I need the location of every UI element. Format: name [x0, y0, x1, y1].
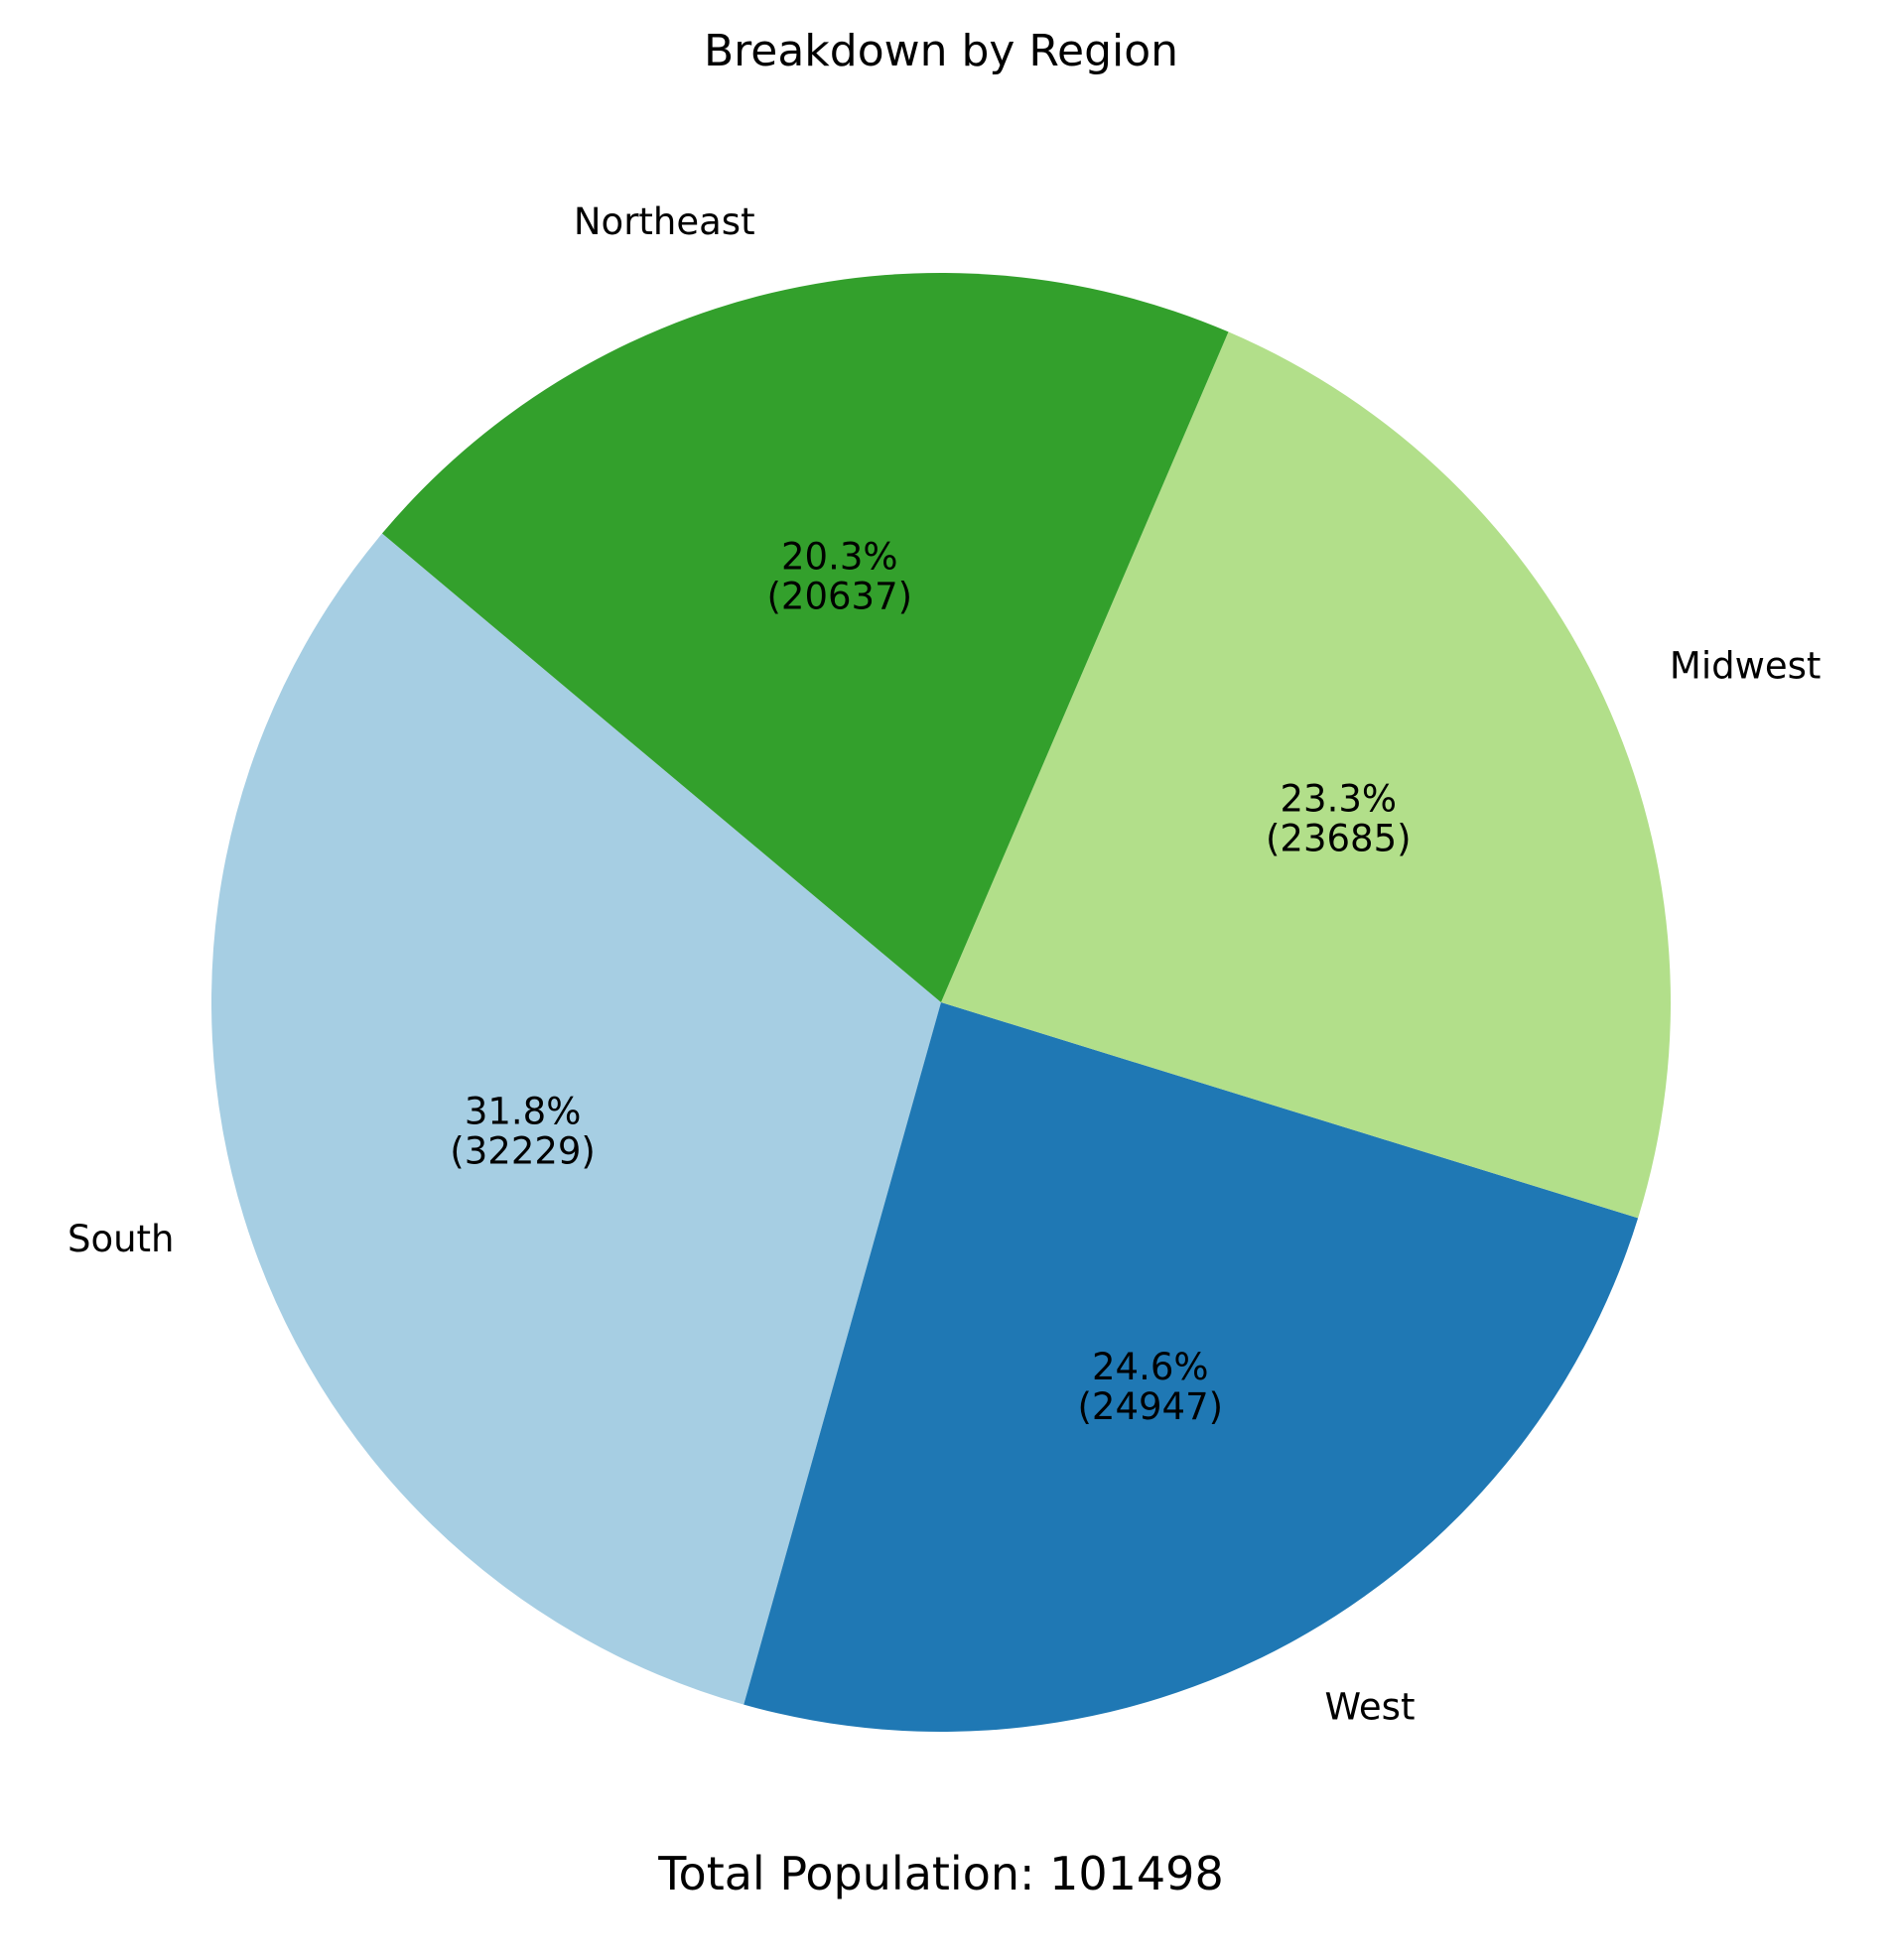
- chart-title: Breakdown by Region: [704, 26, 1178, 76]
- pie-slices: [211, 273, 1671, 1732]
- pie-slice-south: [211, 533, 942, 1705]
- slice-value-midwest: (23685): [1266, 818, 1412, 860]
- slice-percent-northeast: 20.3%: [781, 536, 898, 579]
- slice-label-northeast: Northeast: [574, 200, 755, 243]
- slice-percent-west: 24.6%: [1092, 1346, 1209, 1388]
- pie-slice-west: [744, 1002, 1639, 1732]
- pie-slice-northeast: [381, 273, 1229, 1003]
- slice-label-south: South: [68, 1218, 175, 1260]
- slice-label-midwest: Midwest: [1670, 644, 1822, 687]
- pie-labels: South 31.8%(32229) West 24.6%(24947) Midwest…: [68, 200, 1821, 1729]
- pie-slice-midwest: [941, 331, 1671, 1219]
- slice-value-northeast: (20637): [767, 576, 913, 618]
- total-population-label: Total Population: 101498: [657, 1847, 1223, 1900]
- slice-value-west: (24947): [1078, 1385, 1224, 1428]
- slice-label-west: West: [1325, 1686, 1416, 1729]
- slice-value-south: (32229): [450, 1130, 596, 1173]
- slice-percent-midwest: 23.3%: [1281, 778, 1398, 821]
- slice-percent-south: 31.8%: [465, 1091, 582, 1133]
